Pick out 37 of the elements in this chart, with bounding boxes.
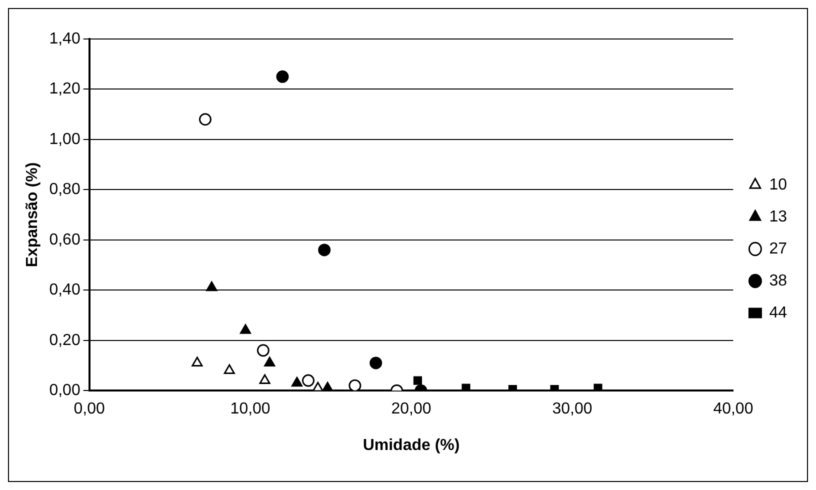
point: [256, 344, 270, 357]
point: [264, 356, 276, 366]
legend-label: 38: [769, 272, 788, 290]
x-tick-label: 10,00: [230, 400, 270, 418]
point: [192, 356, 203, 366]
point: [198, 113, 212, 126]
point: [259, 374, 270, 384]
x-tick-label: 0,00: [74, 400, 106, 418]
point: [206, 281, 218, 292]
point: [322, 382, 334, 391]
x-tick-label: 30,00: [552, 400, 592, 418]
x-tick-label: 40,00: [713, 400, 754, 418]
point: [370, 356, 382, 370]
y-tick-label: 1,20: [49, 80, 80, 98]
y-tick-label: 1,00: [49, 130, 80, 148]
point: [348, 379, 362, 391]
point: [240, 324, 251, 334]
legend-label: 10: [769, 176, 788, 194]
point: [312, 382, 324, 391]
x-axis-title: Umidade (%): [362, 436, 460, 454]
y-tick-label: 0,40: [49, 282, 80, 299]
y-axis-title: Expansão (%): [24, 162, 42, 268]
point: [291, 376, 302, 387]
legend-label: 27: [769, 240, 788, 258]
y-tick-label: 0,20: [49, 332, 80, 349]
point: [224, 364, 235, 374]
point: [413, 376, 422, 385]
legend-label: 44: [769, 304, 788, 322]
y-tick-label: 0,60: [49, 231, 80, 248]
point: [302, 374, 315, 387]
x-tick-label: 20,00: [391, 400, 432, 418]
y-tick-label: 0,80: [49, 181, 80, 198]
y-tick-label: 0,00: [49, 382, 80, 400]
point: [318, 244, 331, 256]
legend-label: 13: [769, 208, 788, 226]
y-tick-label: 1,40: [49, 30, 80, 48]
point: [276, 70, 289, 83]
